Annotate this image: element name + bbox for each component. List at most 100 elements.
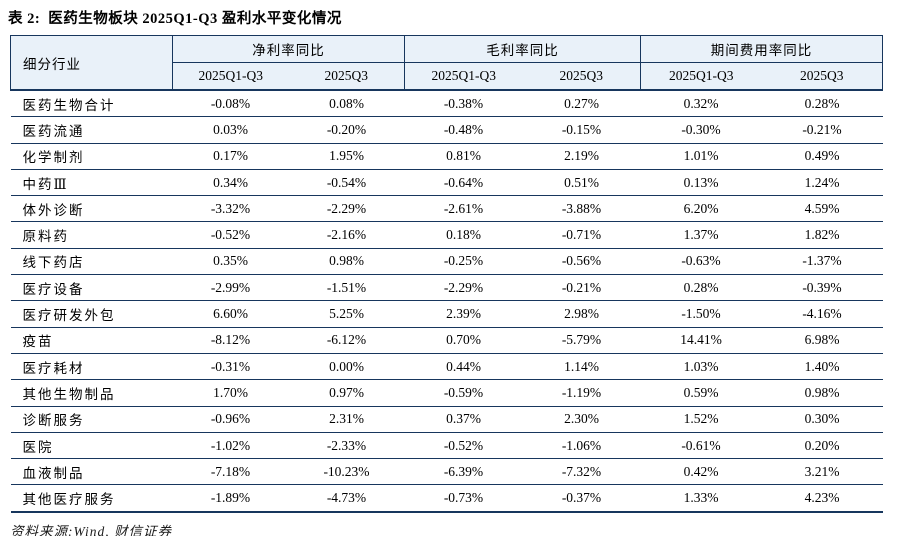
source-note: 资料来源:Wind, 财信证券	[10, 520, 897, 536]
cell-value: -0.52%	[172, 221, 289, 249]
cell-value: -1.02%	[172, 432, 289, 460]
table-row: 医药流通 0.03% -0.20% -0.48% -0.15% -0.30% -…	[10, 116, 883, 144]
table-row: 医疗设备 -2.99% -1.51% -2.29% -0.21% 0.28% -…	[10, 274, 883, 302]
cell-value: 0.28%	[640, 274, 762, 302]
cell-value: 0.59%	[640, 379, 762, 407]
cell-value: -0.71%	[522, 221, 641, 249]
cell-value: -0.37%	[522, 484, 641, 513]
row-label: 体外诊断	[10, 195, 173, 223]
table-row: 线下药店 0.35% 0.98% -0.25% -0.56% -0.63% -1…	[10, 248, 883, 276]
cell-value: -2.61%	[404, 195, 523, 223]
header-sub-row: 2025Q1-Q3 2025Q3 2025Q1-Q3 2025Q3 2025Q1…	[11, 62, 883, 91]
table-body: 医药生物合计 -0.08% 0.08% -0.38% 0.27% 0.32% 0…	[10, 90, 883, 513]
cell-value: 2.98%	[522, 300, 641, 328]
cell-value: 2.39%	[404, 300, 523, 328]
cell-value: -3.32%	[172, 195, 289, 223]
row-label: 医疗研发外包	[10, 300, 173, 328]
table-row: 血液制品 -7.18% -10.23% -6.39% -7.32% 0.42% …	[10, 458, 883, 486]
cell-value: 0.70%	[404, 327, 523, 354]
column-header-net-q1q3: 2025Q1-Q3	[172, 62, 289, 91]
cell-value: 0.42%	[640, 458, 762, 486]
cell-value: -0.38%	[404, 90, 523, 118]
table-row: 诊断服务 -0.96% 2.31% 0.37% 2.30% 1.52% 0.30…	[10, 406, 883, 433]
cell-value: 0.00%	[288, 353, 405, 381]
cell-value: 0.98%	[761, 379, 883, 407]
table-row: 其他医疗服务 -1.89% -4.73% -0.73% -0.37% 1.33%…	[10, 484, 883, 513]
table-row: 医药生物合计 -0.08% 0.08% -0.38% 0.27% 0.32% 0…	[10, 90, 883, 118]
data-table: 细分行业 净利率同比 毛利率同比 期间费用率同比 2025Q1-Q3 2025Q…	[10, 35, 883, 513]
cell-value: 0.20%	[761, 432, 883, 460]
cell-value: -3.88%	[522, 195, 641, 223]
column-group-net-margin-yoy: 净利率同比	[172, 35, 405, 63]
cell-value: -0.54%	[288, 169, 405, 197]
cell-value: -5.79%	[522, 327, 641, 354]
cell-value: -0.59%	[404, 379, 523, 407]
cell-value: -0.25%	[404, 248, 523, 276]
cell-value: 0.30%	[761, 406, 883, 433]
cell-value: -0.39%	[761, 274, 883, 302]
cell-value: -2.33%	[288, 432, 405, 460]
table-row: 医疗研发外包 6.60% 5.25% 2.39% 2.98% -1.50% -4…	[10, 300, 883, 328]
cell-value: 1.37%	[640, 221, 762, 249]
table-row: 医院 -1.02% -2.33% -0.52% -1.06% -0.61% 0.…	[10, 432, 883, 460]
cell-value: -0.48%	[404, 116, 523, 144]
cell-value: 2.31%	[288, 406, 405, 433]
cell-value: -0.21%	[522, 274, 641, 302]
cell-value: 6.60%	[172, 300, 289, 328]
cell-value: -6.39%	[404, 458, 523, 486]
cell-value: 0.97%	[288, 379, 405, 407]
table-row: 原料药 -0.52% -2.16% 0.18% -0.71% 1.37% 1.8…	[10, 221, 883, 249]
cell-value: 1.82%	[761, 221, 883, 249]
cell-value: -2.29%	[404, 274, 523, 302]
row-label: 医疗设备	[10, 274, 173, 302]
cell-value: -0.63%	[640, 248, 762, 276]
row-label: 医药流通	[10, 116, 173, 144]
row-label: 原料药	[10, 221, 173, 249]
column-header-gross-q3: 2025Q3	[522, 62, 641, 91]
row-label: 其他生物制品	[10, 379, 173, 407]
cell-value: 0.03%	[172, 116, 289, 144]
cell-value: -0.21%	[761, 116, 883, 144]
column-header-expense-q3: 2025Q3	[761, 62, 883, 91]
header-group-row: 细分行业 净利率同比 毛利率同比 期间费用率同比	[10, 35, 883, 91]
cell-value: -0.20%	[288, 116, 405, 144]
cell-value: -2.29%	[288, 195, 405, 223]
cell-value: 0.81%	[404, 143, 523, 170]
cell-value: 1.03%	[640, 353, 762, 381]
cell-value: -0.15%	[522, 116, 641, 144]
cell-value: -8.12%	[172, 327, 289, 354]
cell-value: 1.52%	[640, 406, 762, 433]
row-label: 医药生物合计	[10, 90, 173, 118]
cell-value: 0.08%	[288, 90, 405, 118]
cell-value: 0.98%	[288, 248, 405, 276]
cell-value: 2.30%	[522, 406, 641, 433]
column-group-gross-margin-yoy: 毛利率同比	[404, 35, 641, 63]
row-label: 化学制剂	[10, 143, 173, 170]
cell-value: -7.18%	[172, 458, 289, 486]
table-title-text: 医药生物板块 2025Q1-Q3 盈利水平变化情况	[48, 11, 342, 27]
cell-value: -1.19%	[522, 379, 641, 407]
row-label: 疫苗	[10, 327, 173, 354]
cell-value: 1.33%	[640, 484, 762, 513]
cell-value: 4.59%	[761, 195, 883, 223]
table-row: 疫苗 -8.12% -6.12% 0.70% -5.79% 14.41% 6.9…	[10, 327, 883, 354]
cell-value: 0.35%	[172, 248, 289, 276]
cell-value: -0.56%	[522, 248, 641, 276]
cell-value: 0.27%	[522, 90, 641, 118]
cell-value: 0.13%	[640, 169, 762, 197]
cell-value: -10.23%	[288, 458, 405, 486]
cell-value: 0.32%	[640, 90, 762, 118]
table-row: 化学制剂 0.17% 1.95% 0.81% 2.19% 1.01% 0.49%	[10, 143, 883, 170]
cell-value: -1.89%	[172, 484, 289, 513]
cell-value: 1.14%	[522, 353, 641, 381]
table-row: 医疗耗材 -0.31% 0.00% 0.44% 1.14% 1.03% 1.40…	[10, 353, 883, 381]
source-note-text: 资料来源:Wind, 财信证券	[10, 523, 172, 536]
cell-value: 0.18%	[404, 221, 523, 249]
cell-value: -1.06%	[522, 432, 641, 460]
cell-value: 0.37%	[404, 406, 523, 433]
cell-value: 0.49%	[761, 143, 883, 170]
cell-value: -0.08%	[172, 90, 289, 118]
cell-value: 3.21%	[761, 458, 883, 486]
column-group-expense-ratio-yoy: 期间费用率同比	[640, 35, 883, 63]
row-label: 线下药店	[10, 248, 173, 276]
